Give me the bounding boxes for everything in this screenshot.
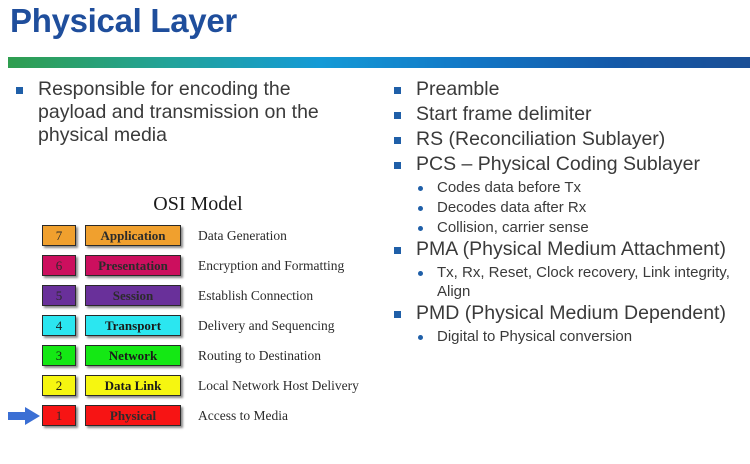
sub-bullet-item: Decodes data after Rx <box>378 198 750 217</box>
osi-layer-name: Physical <box>85 405 181 426</box>
osi-layer-number: 1 <box>42 405 76 426</box>
sub-bullet-item: Codes data before Tx <box>378 178 750 197</box>
square-bullet-icon <box>394 162 401 169</box>
osi-layer-description: Data Generation <box>198 227 287 243</box>
osi-layer-name: Application <box>85 225 181 246</box>
osi-layer-row: 2 Data Link Local Network Host Delivery <box>0 375 375 396</box>
osi-layer-number: 5 <box>42 285 76 306</box>
left-bullet-list: Responsible for encoding the payload and… <box>0 78 375 147</box>
bullet-label: PCS – Physical Coding Sublayer <box>416 153 700 175</box>
square-bullet-icon <box>394 137 401 144</box>
osi-layer-row: 6 Presentation Encryption and Formatting <box>0 255 375 276</box>
osi-layer-description: Local Network Host Delivery <box>198 377 359 393</box>
bullet-label: PMA (Physical Medium Attachment) <box>416 238 726 260</box>
dot-bullet-icon <box>418 206 423 211</box>
dot-bullet-icon <box>418 186 423 191</box>
bullet-label: RS (Reconciliation Sublayer) <box>416 128 666 150</box>
osi-layer-row: 3 Network Routing to Destination <box>0 345 375 366</box>
osi-layer-number: 2 <box>42 375 76 396</box>
square-bullet-icon <box>394 112 401 119</box>
bullet-label: Responsible for encoding the payload and… <box>38 78 319 146</box>
bullet-item: PMD (Physical Medium Dependent) <box>378 302 750 325</box>
bullet-item: Responsible for encoding the payload and… <box>0 78 375 147</box>
osi-layer-description: Establish Connection <box>198 287 314 303</box>
bullet-label: Decodes data after Rx <box>437 199 587 216</box>
right-column: Preamble Start frame delimiter RS (Reconci… <box>378 78 750 464</box>
square-bullet-icon <box>16 87 23 94</box>
dot-bullet-icon <box>418 335 423 340</box>
osi-layer-list: 7 Application Data Generation 6 Presentation… <box>0 225 375 426</box>
square-bullet-icon <box>394 87 401 94</box>
left-column: Responsible for encoding the payload and… <box>0 78 375 464</box>
bullet-label: Preamble <box>416 78 500 100</box>
osi-model-heading: OSI Model <box>153 193 243 215</box>
bullet-item: Start frame delimiter <box>378 103 750 126</box>
sub-bullet-item: Tx, Rx, Reset, Clock recovery, Link inte… <box>378 263 750 301</box>
osi-layer-number: 6 <box>42 255 76 276</box>
square-bullet-icon <box>394 311 401 318</box>
osi-layer-row: 4 Transport Delivery and Sequencing <box>0 315 375 336</box>
osi-layer-description: Delivery and Sequencing <box>198 317 335 333</box>
dot-bullet-icon <box>418 226 423 231</box>
bullet-label: Collision, carrier sense <box>437 219 589 236</box>
dot-bullet-icon <box>418 271 423 276</box>
osi-layer-name: Transport <box>85 315 181 336</box>
osi-layer-name: Data Link <box>85 375 181 396</box>
bullet-item: RS (Reconciliation Sublayer) <box>378 128 750 151</box>
bullet-label: PMD (Physical Medium Dependent) <box>416 302 726 324</box>
bullet-item: PCS – Physical Coding Sublayer <box>378 153 750 176</box>
bullet-item: PMA (Physical Medium Attachment) <box>378 238 750 261</box>
sub-bullet-item: Digital to Physical conversion <box>378 327 750 346</box>
osi-layer-row: 5 Session Establish Connection <box>0 285 375 306</box>
osi-layer-description: Access to Media <box>198 407 288 423</box>
osi-layer-name: Session <box>85 285 181 306</box>
osi-model-diagram: OSI Model 7 Application Data Generation 6 Pr… <box>0 193 375 435</box>
bullet-label: Tx, Rx, Reset, Clock recovery, Link inte… <box>437 264 730 300</box>
osi-layer-row: 7 Application Data Generation <box>0 225 375 246</box>
bullet-label: Codes data before Tx <box>437 179 581 196</box>
osi-layer-name: Network <box>85 345 181 366</box>
osi-layer-number: 3 <box>42 345 76 366</box>
pointer-arrow-icon <box>8 407 40 425</box>
bullet-item: Preamble <box>378 78 750 101</box>
sub-bullet-item: Collision, carrier sense <box>378 218 750 237</box>
osi-layer-number: 4 <box>42 315 76 336</box>
bullet-label: Start frame delimiter <box>416 103 592 125</box>
osi-layer-row: 1 Physical Access to Media <box>0 405 375 426</box>
osi-layer-description: Routing to Destination <box>198 347 321 363</box>
osi-layer-name: Presentation <box>85 255 181 276</box>
page-title: Physical Layer <box>10 2 237 39</box>
title-gradient-rule <box>8 57 750 68</box>
osi-layer-number: 7 <box>42 225 76 246</box>
osi-layer-description: Encryption and Formatting <box>198 257 345 273</box>
bullet-label: Digital to Physical conversion <box>437 328 633 345</box>
right-bullet-list: Preamble Start frame delimiter RS (Reconci… <box>378 78 750 346</box>
square-bullet-icon <box>394 247 401 254</box>
